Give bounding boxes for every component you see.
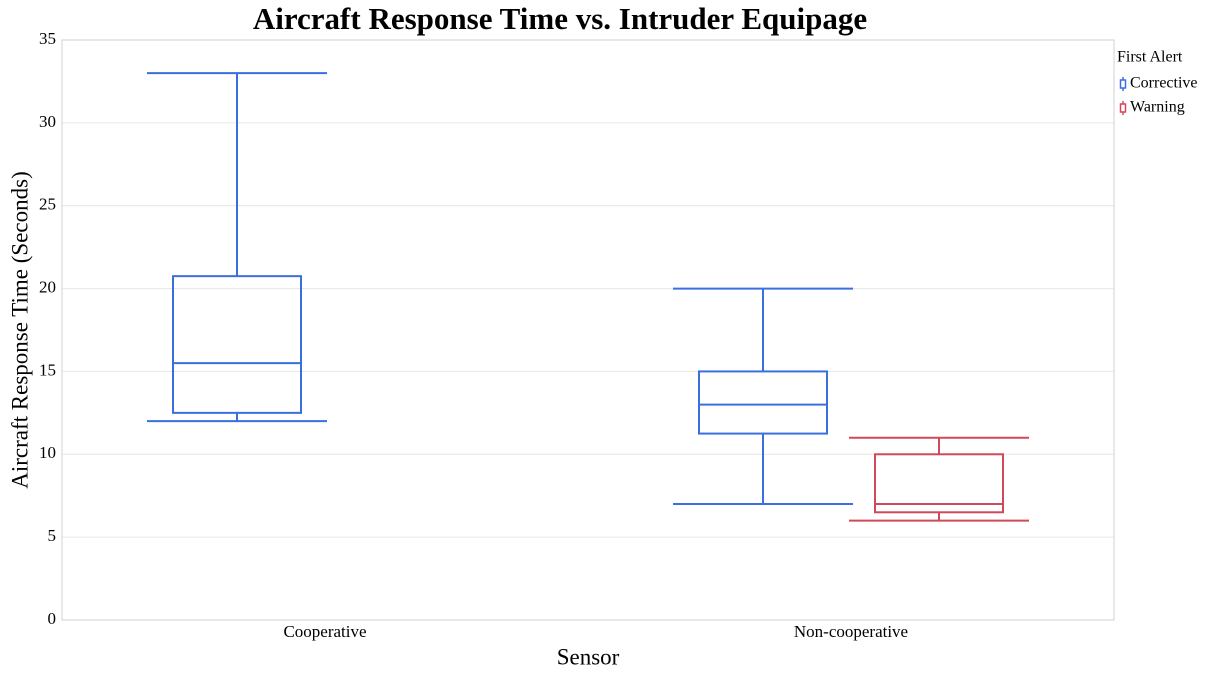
x-axis-label: Sensor xyxy=(557,644,620,669)
box xyxy=(172,275,302,414)
y-tick-label: 5 xyxy=(48,526,57,545)
legend-icon xyxy=(1119,103,1127,113)
box xyxy=(874,453,1004,514)
y-tick-label: 25 xyxy=(39,195,56,214)
x-tick-label: Non-cooperative xyxy=(794,622,908,641)
y-axis-label: Aircraft Response Time (Seconds) xyxy=(7,171,32,489)
x-tick-label: Cooperative xyxy=(283,622,366,641)
y-tick-label: 10 xyxy=(39,443,56,462)
y-tick-label: 15 xyxy=(39,360,56,379)
chart-title: Aircraft Response Time vs. Intruder Equi… xyxy=(253,1,867,36)
legend-label: Warning xyxy=(1130,99,1185,116)
legend-icon xyxy=(1119,79,1127,89)
y-tick-label: 20 xyxy=(39,277,56,296)
y-tick-label: 0 xyxy=(48,609,57,628)
y-tick-label: 30 xyxy=(39,112,56,131)
legend-label: Corrective xyxy=(1130,75,1198,92)
plot-border xyxy=(61,39,1115,621)
legend-title: First Alert xyxy=(1117,49,1183,66)
y-tick-label: 35 xyxy=(39,29,56,48)
box xyxy=(698,370,828,435)
